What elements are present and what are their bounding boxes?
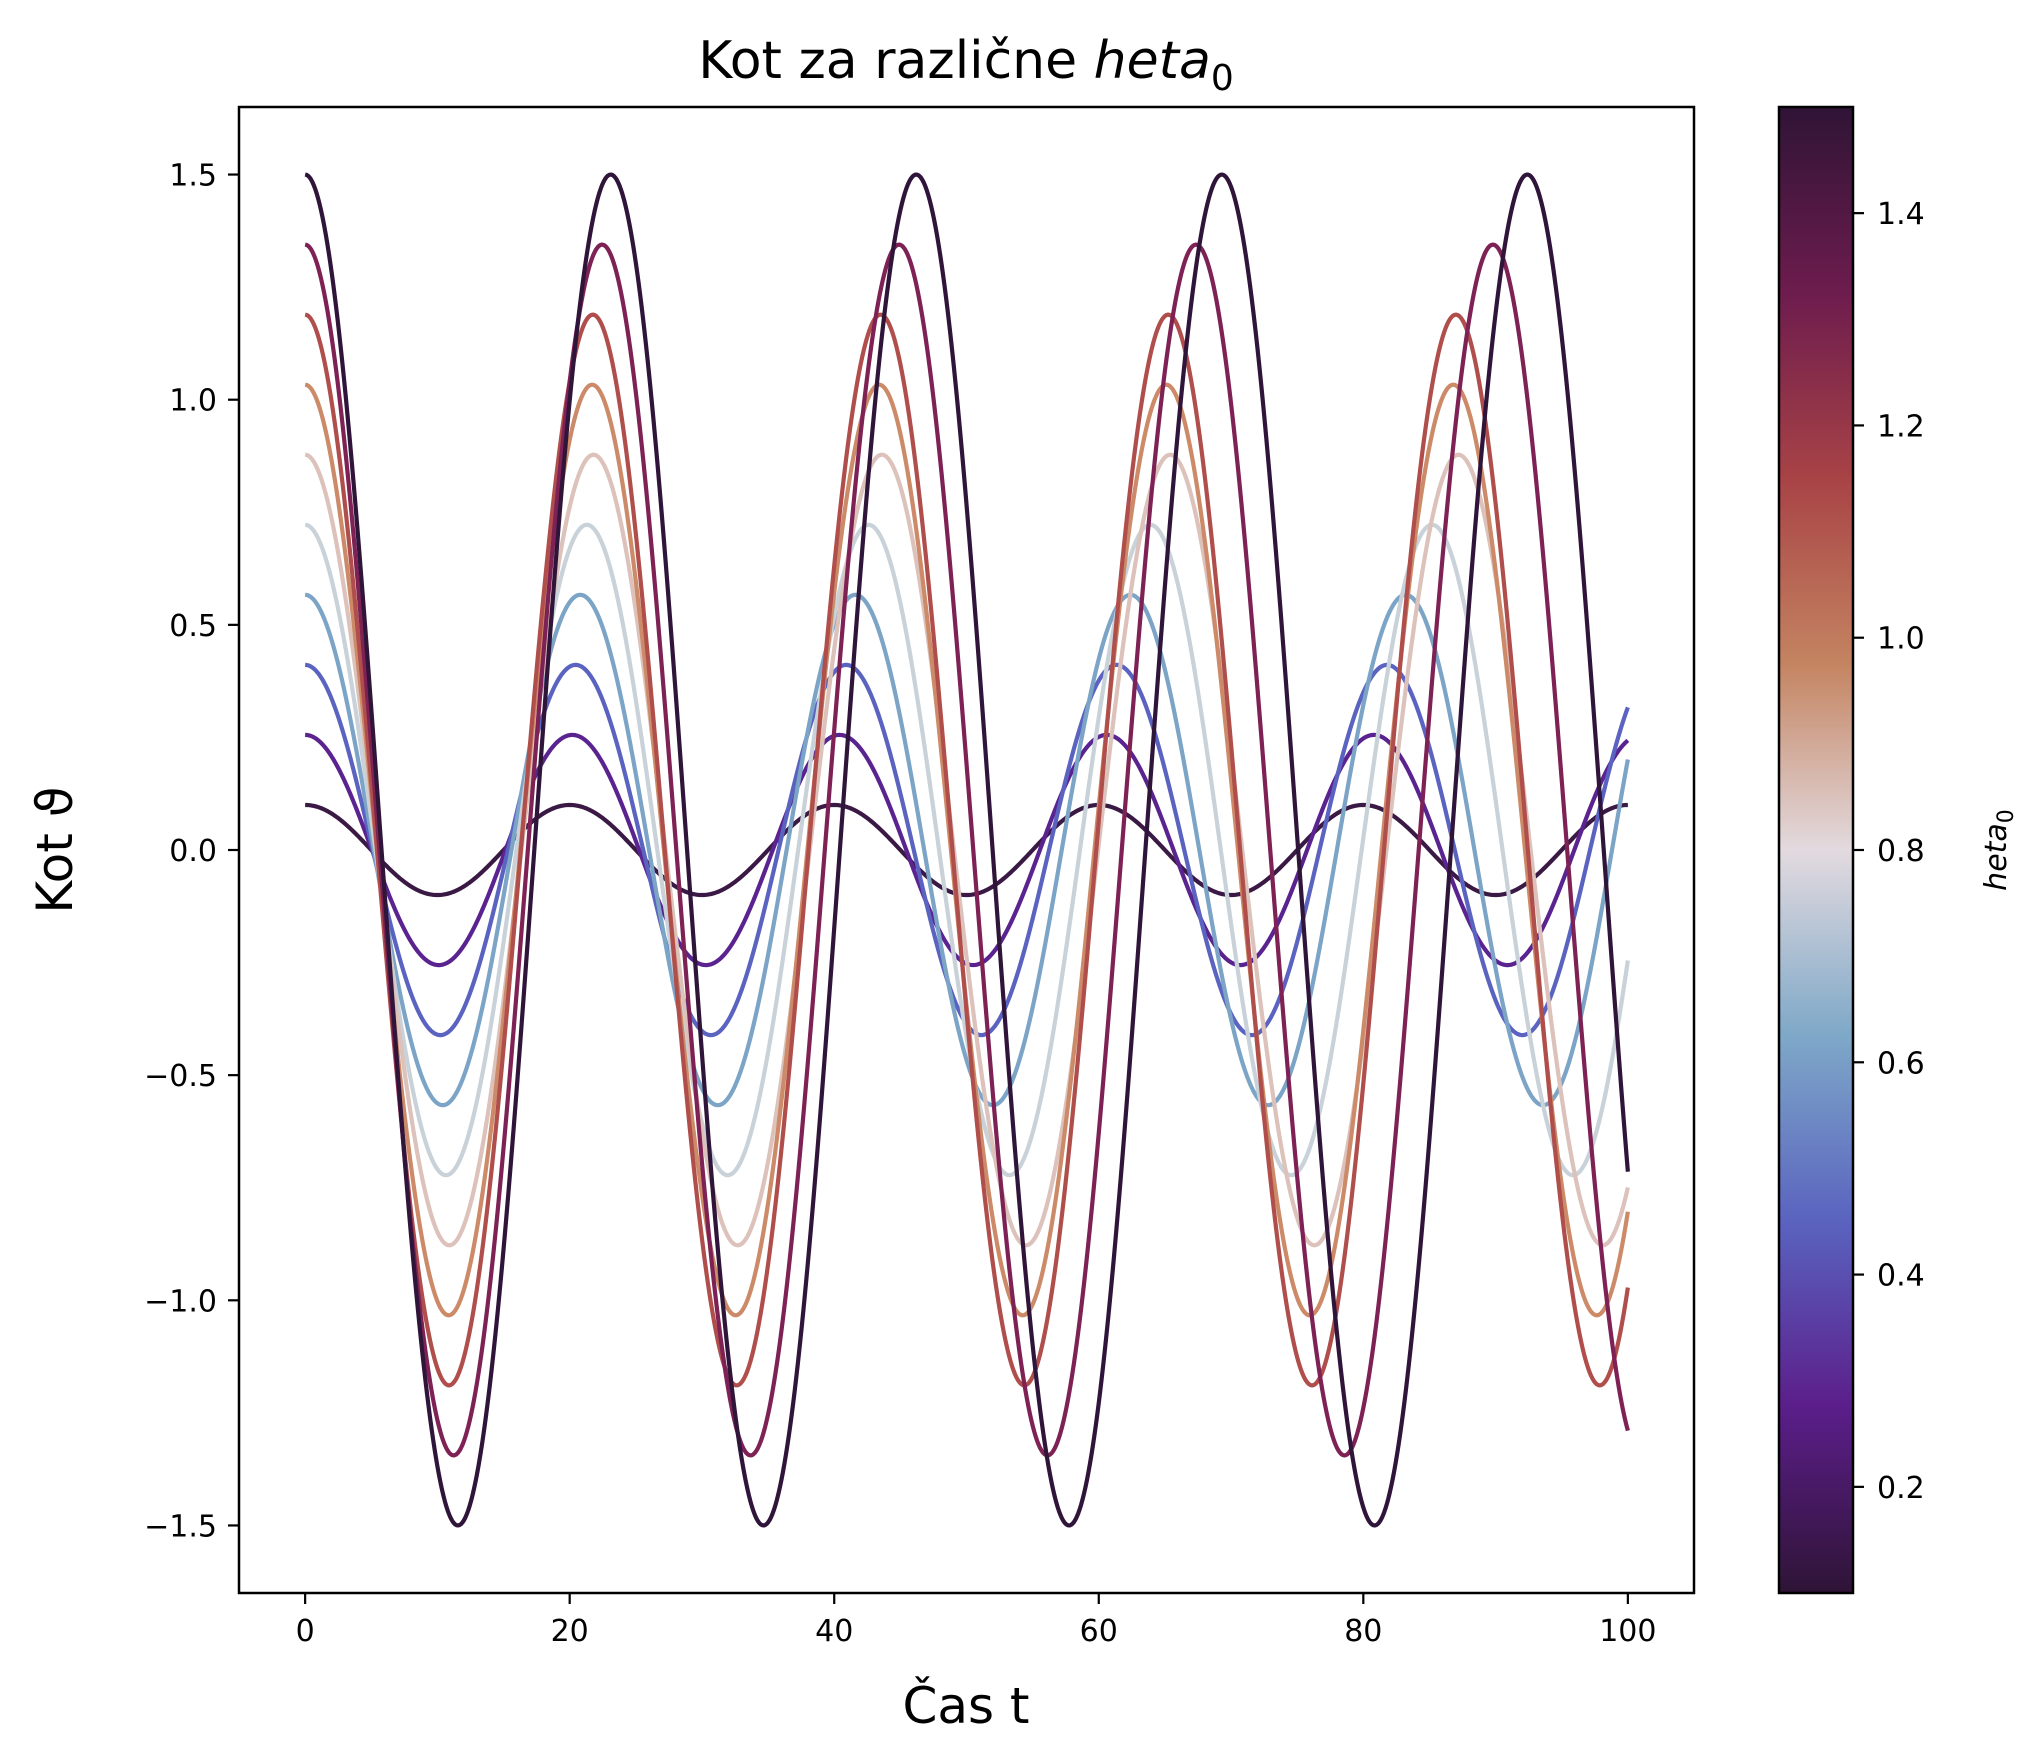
colorbar-label-math: heta <box>1979 823 2014 891</box>
chart-title-math: heta <box>1094 31 1211 91</box>
series-line-7 <box>304 312 1630 1388</box>
plot-area <box>237 105 1696 1595</box>
chart-title: Kot za različne heta0 <box>698 31 1234 99</box>
y-tick-label: 0.5 <box>169 609 217 644</box>
x-tick-label: 20 <box>551 1614 589 1649</box>
series-lines <box>304 172 1630 1528</box>
series-line-8 <box>304 242 1630 1458</box>
colorbar-label: heta0 <box>1979 809 2019 891</box>
chart-title-subscript: 0 <box>1211 58 1234 99</box>
colorbar-tick-label: 1.2 <box>1877 409 1925 444</box>
y-axis-label: Kot ϑ <box>26 786 84 913</box>
x-axis-ticks: 0 20 40 60 80 100 <box>296 1593 1656 1649</box>
x-tick-label: 80 <box>1344 1614 1382 1649</box>
colorbar-tick-label: 0.2 <box>1877 1471 1925 1506</box>
colorbar-label-subscript: 0 <box>1994 809 2019 823</box>
y-tick-label: −1.0 <box>144 1284 217 1319</box>
x-tick-label: 40 <box>815 1614 853 1649</box>
series-line-9 <box>304 172 1630 1528</box>
chart-title-text: Kot za različne <box>698 31 1093 91</box>
y-tick-label: −1.5 <box>144 1509 217 1544</box>
y-tick-label: 1.0 <box>169 384 217 419</box>
x-tick-label: 100 <box>1599 1614 1656 1649</box>
y-tick-label: 1.5 <box>169 159 217 194</box>
x-axis-label: Čas t <box>902 1676 1029 1735</box>
y-tick-label: 0.0 <box>169 834 217 869</box>
x-tick-label: 0 <box>296 1614 315 1649</box>
colorbar: 0.2 0.4 0.6 0.8 1.0 1.2 1.4 heta0 <box>1777 105 2019 1595</box>
colorbar-tick-label: 0.8 <box>1877 834 1925 869</box>
y-axis-ticks: −1.5 −1.0 −0.5 0.0 0.5 1.0 1.5 <box>144 159 239 1544</box>
colorbar-tick-label: 1.0 <box>1877 622 1925 657</box>
colorbar-ticks: 0.2 0.4 0.6 0.8 1.0 1.2 1.4 <box>1853 197 1925 1506</box>
colorbar-tick-label: 1.4 <box>1877 197 1925 232</box>
colorbar-gradient <box>1777 105 1855 1595</box>
colorbar-tick-label: 0.6 <box>1877 1046 1925 1081</box>
x-tick-label: 60 <box>1080 1614 1118 1649</box>
colorbar-tick-label: 0.4 <box>1877 1259 1925 1294</box>
y-tick-label: −0.5 <box>144 1059 217 1094</box>
